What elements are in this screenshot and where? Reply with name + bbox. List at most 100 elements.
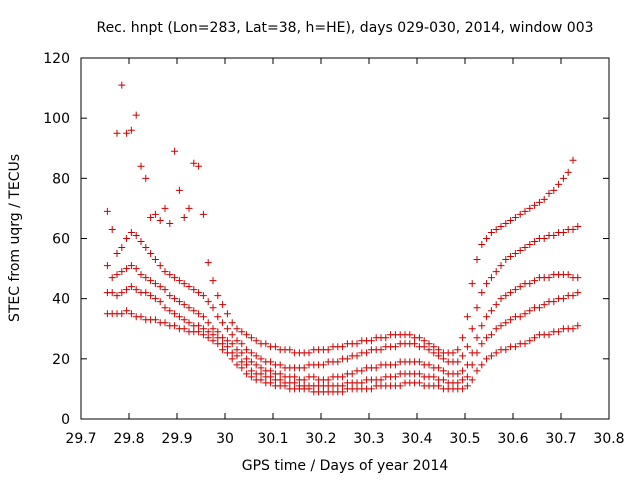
- data-point: [233, 337, 241, 345]
- data-point: [123, 129, 131, 137]
- x-tick-label: 30.7: [545, 431, 576, 447]
- data-point: [569, 325, 577, 333]
- plot-frame: [80, 57, 610, 420]
- data-point: [180, 325, 188, 333]
- data-point: [151, 316, 159, 324]
- data-point: [123, 235, 131, 242]
- data-point: [511, 286, 519, 294]
- data-point: [319, 361, 327, 369]
- data-point: [233, 352, 241, 360]
- data-point: [228, 319, 236, 327]
- data-point: [367, 337, 375, 345]
- data-point: [161, 204, 169, 212]
- data-point: [305, 349, 313, 357]
- x-tick-label: 29.8: [113, 431, 144, 447]
- data-point: [223, 343, 231, 351]
- y-tick-label: 0: [61, 412, 70, 428]
- data-point: [142, 174, 150, 182]
- data-point: [420, 337, 428, 345]
- data-point: [204, 298, 212, 306]
- data-point: [497, 222, 505, 230]
- data-point: [502, 292, 510, 300]
- y-tick-label: 120: [43, 51, 70, 67]
- data-point: [435, 352, 443, 360]
- data-point: [238, 349, 246, 357]
- data-point: [339, 382, 347, 390]
- data-point: [574, 289, 582, 297]
- data-point: [118, 81, 126, 89]
- data-point: [214, 292, 222, 300]
- data-point: [473, 367, 481, 375]
- data-point: [185, 283, 193, 291]
- y-tick-label: 60: [52, 232, 70, 248]
- data-point: [300, 364, 308, 372]
- data-point: [545, 274, 553, 282]
- data-point: [478, 241, 486, 249]
- data-point: [257, 364, 265, 372]
- data-point: [487, 228, 495, 236]
- data-point: [209, 325, 217, 333]
- data-point: [468, 280, 476, 288]
- data-point: [147, 213, 155, 221]
- data-point: [238, 340, 246, 348]
- data-point: [171, 295, 179, 303]
- x-tick-label: 30.1: [257, 431, 288, 447]
- data-point: [195, 328, 203, 336]
- data-point: [223, 325, 231, 333]
- data-point: [463, 313, 471, 321]
- data-point: [276, 370, 284, 378]
- x-tick-label: 30.5: [449, 431, 480, 447]
- data-point: [219, 340, 227, 348]
- x-tick-label: 30.8: [593, 431, 624, 447]
- data-point: [238, 328, 246, 336]
- data-point: [550, 186, 558, 194]
- data-point: [435, 346, 443, 354]
- data-point: [545, 189, 553, 197]
- data-point: [267, 358, 275, 366]
- data-point: [372, 364, 380, 372]
- data-point: [497, 322, 505, 330]
- data-point: [420, 343, 428, 351]
- data-point: [411, 340, 419, 348]
- data-point: [171, 274, 179, 282]
- data-point: [156, 298, 164, 306]
- data-point: [526, 241, 534, 249]
- data-point: [190, 286, 198, 294]
- data-point: [171, 147, 179, 155]
- data-point: [166, 219, 174, 227]
- data-point: [439, 367, 447, 375]
- data-point: [430, 373, 438, 381]
- data-point: [103, 207, 111, 215]
- data-point: [247, 358, 255, 366]
- data-point: [113, 292, 121, 300]
- data-point: [156, 283, 164, 291]
- data-point: [521, 340, 529, 348]
- data-point: [459, 352, 467, 360]
- data-point: [132, 265, 140, 273]
- data-point: [463, 382, 471, 390]
- data-point: [147, 277, 155, 285]
- data-point: [439, 355, 447, 363]
- data-point: [233, 361, 241, 369]
- x-axis: 29.7 29.8 29.9 30 30.1 30.2 30.3 30.4 30.5 30.6 30…: [65, 58, 625, 447]
- data-point: [454, 379, 462, 387]
- data-point: [377, 346, 385, 354]
- data-point: [175, 313, 183, 321]
- data-point: [113, 271, 121, 279]
- data-point: [574, 322, 582, 330]
- data-point: [243, 355, 251, 363]
- data-point: [137, 162, 145, 170]
- y-axis: 0 20 40 60 80 100 120: [43, 51, 609, 428]
- x-tick-label: 30.2: [305, 431, 336, 447]
- data-point: [132, 111, 140, 119]
- data-point: [516, 210, 524, 218]
- data-point: [483, 355, 491, 363]
- data-point: [228, 340, 236, 348]
- data-point: [564, 168, 572, 176]
- data-point: [521, 310, 529, 318]
- data-point: [487, 274, 495, 282]
- data-point: [483, 313, 491, 321]
- data-point: [238, 358, 246, 366]
- data-point: [526, 337, 534, 345]
